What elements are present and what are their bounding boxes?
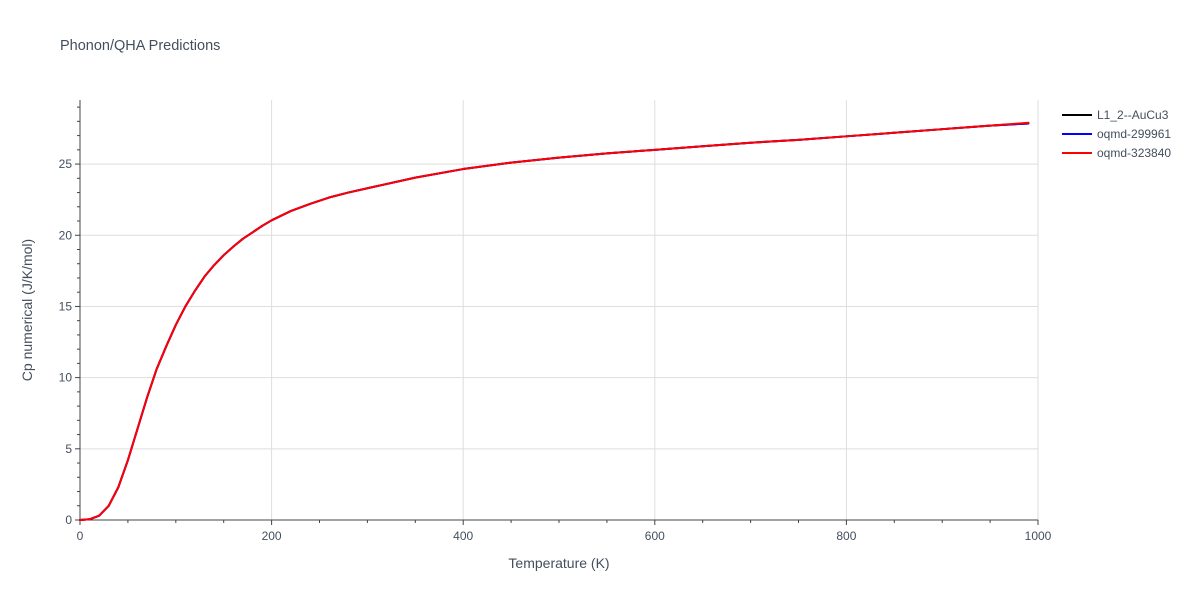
chart-title: Phonon/QHA Predictions (60, 38, 220, 54)
series-line-2 (79, 122, 1030, 521)
x-axis-ticks: 0 200 400 600 800 1000 (77, 529, 1052, 543)
x-tick-label: 400 (453, 529, 473, 543)
y-tick-label: 5 (65, 442, 72, 456)
x-tick-label: 600 (645, 529, 665, 543)
x-tick-label: 200 (262, 529, 282, 543)
y-tick-label: 0 (65, 513, 72, 527)
y-axis-ticks: 0 5 10 15 20 25 (59, 157, 73, 527)
y-tick-label: 15 (59, 299, 73, 313)
y-tick-label: 20 (59, 228, 73, 242)
legend-label-1: L1_2--AuCu3 (1097, 108, 1169, 122)
x-tick-label: 0 (77, 529, 84, 543)
legend-label-3: oqmd-323840 (1097, 146, 1171, 160)
series-line-3 (79, 121, 1030, 521)
series-line-1 (79, 122, 1030, 521)
axes (75, 100, 1039, 525)
series-layer (79, 121, 1030, 521)
y-tick-label: 25 (59, 157, 73, 171)
legend-label-2: oqmd-299961 (1097, 127, 1171, 141)
x-tick-label: 800 (836, 529, 856, 543)
legend: L1_2--AuCu3 oqmd-299961 oqmd-323840 (1062, 108, 1171, 160)
x-axis-title: Temperature (K) (508, 555, 609, 571)
grid-lines (80, 100, 1039, 520)
y-axis-title: Cp numerical (J/K/mol) (19, 239, 35, 381)
y-tick-label: 10 (59, 371, 73, 385)
x-tick-label: 1000 (1025, 529, 1052, 543)
